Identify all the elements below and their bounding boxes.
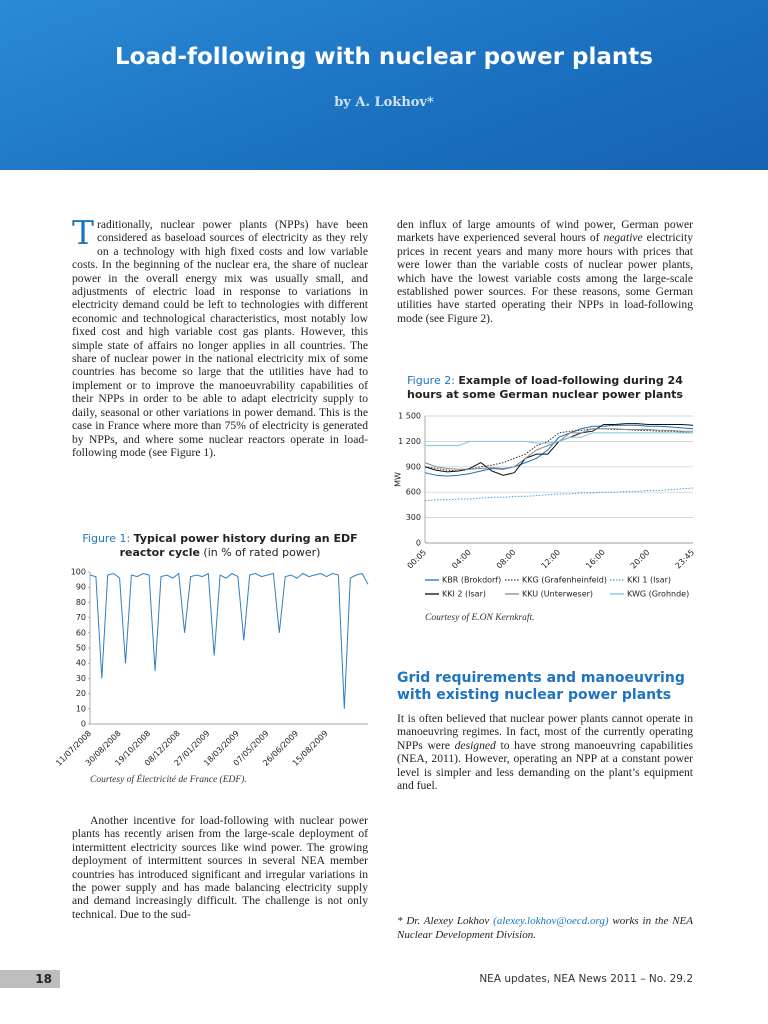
y-tick-label: 50 [76, 644, 86, 653]
text-run: to have strong manoeuvring capabilities … [397, 738, 693, 793]
footnote-text: works in the NEA Nuclear Development Div… [397, 915, 693, 941]
credit: Courtesy of Électricité de France (EDF). [90, 775, 247, 785]
header-band: Load-following with nuclear power plants… [0, 0, 768, 170]
text-run: raditionally, nuclear power plants (NPPs… [72, 218, 368, 459]
y-tick-label: 70 [76, 613, 86, 622]
title: Load-following with nuclear power plants [115, 44, 653, 70]
chart: 0 300 600 900 1 200 1 500 00:05 04:00 08:00 12:00… [394, 412, 697, 599]
y-tick-label: 90 [76, 583, 86, 592]
legend-label: KBR (Brokdorf) [442, 576, 501, 585]
credit: Courtesy of E.ON Kernkraft. [425, 613, 535, 623]
y-tick-label: 1 500 [398, 412, 421, 421]
paragraph: den influx of large amounts of wind powe… [397, 218, 693, 325]
x-tick-label: 04:00 [450, 548, 473, 571]
figure-note: (in % of rated power) [203, 546, 321, 559]
y-tick-label: 30 [76, 674, 86, 683]
y-axis-label: MW [394, 472, 403, 487]
text-run: It is often believed that nuclear power … [397, 712, 693, 752]
figure-label: Figure 2: [407, 374, 455, 387]
paragraph: It is often believed that nuclear power … [397, 712, 693, 792]
emphasis: negative [603, 231, 643, 245]
legend-label: KKG (Grafenheinfeld) [522, 576, 607, 585]
y-tick-label: 60 [76, 628, 86, 637]
legend-label: KWG (Grohnde) [627, 590, 689, 599]
data-line [424, 487, 694, 502]
y-tick-label: 600 [406, 488, 421, 497]
y-tick-label: 0 [416, 539, 421, 548]
x-tick-label: 08:00 [495, 548, 518, 571]
footnote-text: * Dr. Alexey Lokhov [397, 915, 494, 927]
y-tick-label: 40 [76, 659, 86, 668]
figure-caption: Figure 1: Typical power history during a… [70, 532, 370, 560]
legend-label: KKI 1 (Isar) [627, 576, 671, 585]
x-tick-label: 00:05 [406, 548, 429, 571]
figure-title: Typical power history during an EDF reac… [119, 532, 358, 559]
data-line [424, 423, 694, 476]
y-tick-label: 900 [406, 462, 421, 471]
data-line [424, 428, 693, 470]
text-run: electricity prices in recent years and m… [397, 231, 693, 325]
byline: by A. Lokhov* [334, 95, 434, 110]
figure-title: Example of load-following during 24 hour… [407, 374, 683, 401]
figure-caption: Figure 2: Example of load-following duri… [400, 374, 690, 402]
y-tick-label: 0 [81, 720, 86, 729]
y-tick-label: 300 [406, 513, 421, 522]
y-tick-label: 10 [76, 704, 86, 713]
paragraph: Another incentive for load-following wit… [72, 814, 368, 921]
text-run: Another incentive for load-following wit… [72, 814, 368, 921]
footnote: * Dr. Alexey Lokhov (alexey.lokhov@oecd.… [397, 914, 693, 942]
text-run: den influx of large amounts of wind powe… [397, 218, 693, 245]
y-tick-label: 100 [71, 568, 86, 577]
y-tick-label: 20 [76, 689, 86, 698]
emphasis: designed [454, 738, 496, 752]
data-line [89, 572, 369, 709]
x-tick-label: 16:00 [584, 548, 607, 571]
page-number: 18 [0, 970, 60, 988]
email: (alexey.lokhov@oecd.org) [493, 915, 609, 927]
data-line [425, 432, 693, 447]
x-tick-label: 23:45 [674, 548, 697, 571]
x-tick-label: 20:00 [629, 548, 652, 571]
x-tick-label: 12:00 [540, 548, 563, 571]
y-tick-label: 1 200 [398, 437, 421, 446]
footer-source: NEA updates, NEA News 2011 – No. 29.2 [479, 973, 693, 985]
data-line [424, 428, 694, 472]
data-line [424, 424, 694, 477]
drop-cap: T [72, 213, 95, 252]
legend-label: KKI 2 (Isar) [442, 590, 486, 599]
legend-label: KKU (Unterweser) [522, 590, 593, 599]
chart: 010203040506070809010011/07/200830/08/20… [54, 568, 369, 768]
y-tick-label: 80 [76, 598, 86, 607]
section-heading: Grid requirements and manoeuvring with e… [397, 670, 685, 703]
figure-label: Figure 1: [82, 532, 131, 545]
